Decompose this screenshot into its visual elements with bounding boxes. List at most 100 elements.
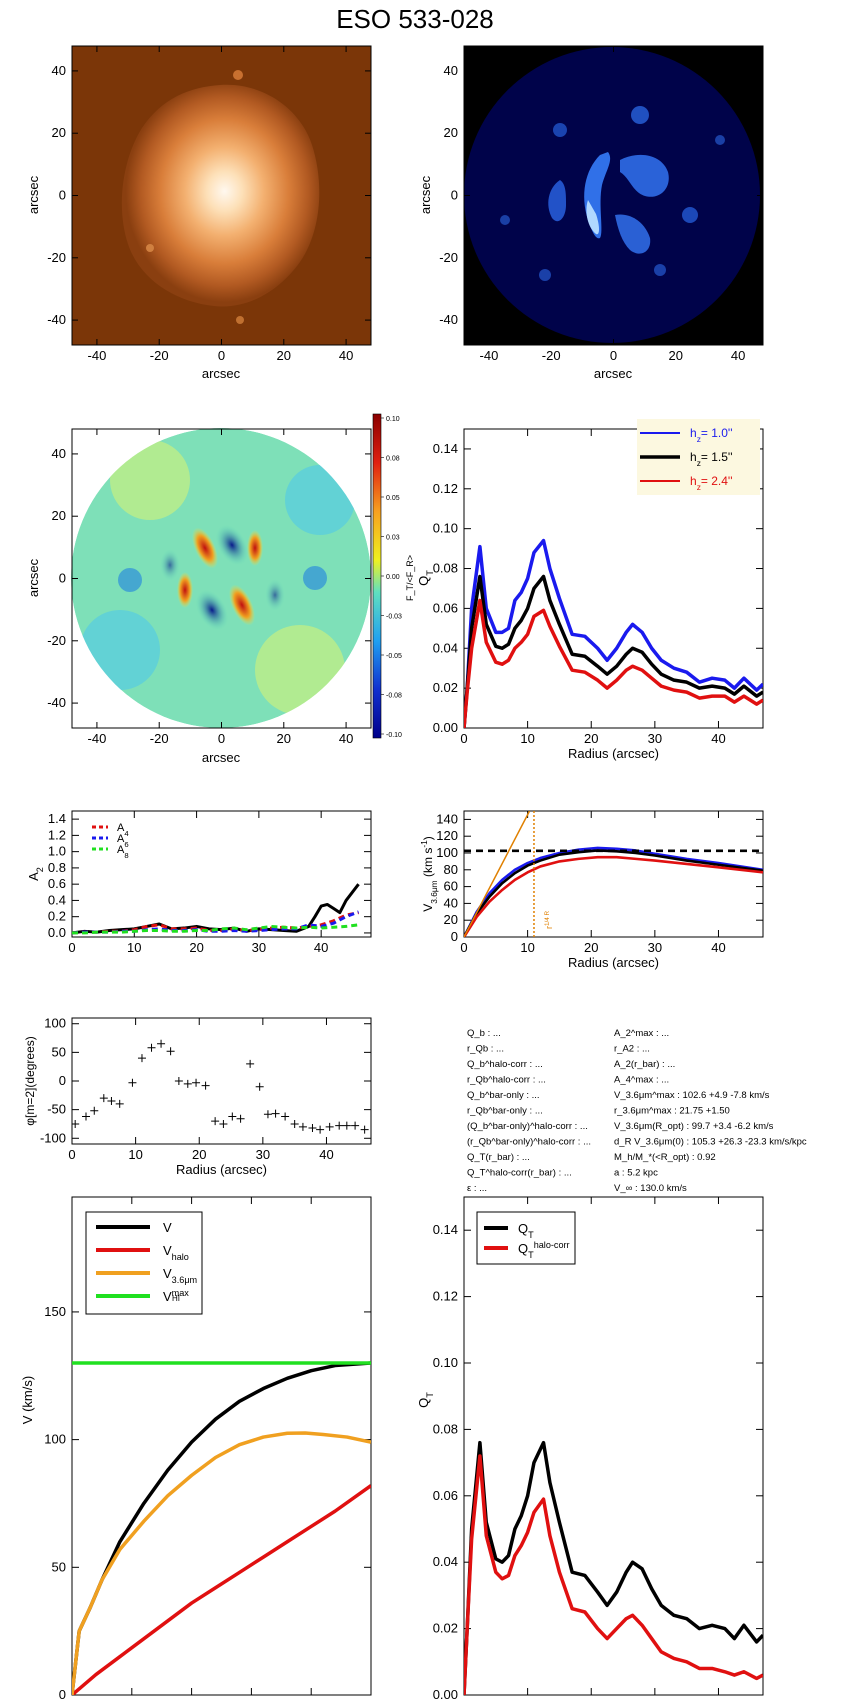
y-axis-label: V (km/s) [20, 1376, 35, 1424]
label-part: T [425, 570, 435, 576]
panel-residual-image: -40 -40 -20 -20 0 0 20 20 40 40 arcsec arcsec [418, 45, 764, 381]
galaxy-xlabel: arcsec [202, 366, 241, 381]
data-point [99, 1094, 108, 1103]
data-point [342, 1121, 351, 1130]
data-point [192, 1078, 201, 1087]
data-point [81, 1112, 90, 1121]
info-right-line: V_3.6μm(R_opt) : 99.7 +3.4 -6.2 km/s [614, 1121, 774, 1132]
y-tick-label: 40 [444, 63, 458, 78]
info-right-column: A_2^max : ... r_A2 : ... A_2(r_bar) : ... A… [614, 1028, 807, 1194]
plot-area [464, 1440, 763, 1695]
info-left-column: Q_b : ... r_Qb : ... Q_b^halo-corr : ... r_… [467, 1028, 591, 1194]
data-point [271, 1109, 280, 1118]
plot-area [72, 883, 360, 935]
galaxy-ylabel: arcsec [26, 175, 41, 214]
y-tick-label: 0.08 [433, 1421, 458, 1436]
info-right-line: d_R V_3.6μm(0) : 105.3 +26.3 -23.3 km/s/… [614, 1137, 807, 1148]
label-part: V [421, 904, 435, 912]
chart-vdecomp: 05101520050100150Radius (arcsec)V (km/s)… [20, 1196, 372, 1700]
galaxy-knot [236, 316, 244, 324]
galaxy-axes: -40 -40 -20 -20 0 0 20 20 40 40 [47, 46, 371, 363]
y-tick-label: 0.6 [48, 876, 66, 891]
x-tick-label: 20 [584, 1698, 598, 1700]
galaxy-disk [121, 84, 320, 307]
y-tick-label: 120 [436, 828, 458, 843]
y-tick-label: 0.00 [433, 720, 458, 735]
y-tick-label: 0 [451, 929, 458, 944]
x-tick-label: -20 [542, 348, 561, 363]
x-tick-label: 40 [319, 1147, 333, 1162]
torque-map-axes: -40 -40 -20 -20 0 0 20 20 40 40 [47, 429, 371, 746]
x-tick-label: 40 [339, 731, 353, 746]
data-point [298, 1122, 307, 1131]
y-tick-label: 140 [436, 811, 458, 826]
chart-a2: 0 10 20 30 400.00.20.40.60.81.01.21.4A2A4A6A… [26, 810, 372, 955]
x-axis-label: Radius (arcsec) [568, 955, 659, 970]
residual-knot [682, 207, 698, 223]
info-left-line: r_Qb^halo-corr : ... [467, 1075, 546, 1086]
data-point [107, 1097, 116, 1106]
y-tick-label: 0.8 [48, 860, 66, 875]
x-tick-label: -40 [88, 348, 107, 363]
series-line [464, 598, 763, 728]
label-part: = 1.5'' [701, 450, 733, 464]
chart-qt-halo: 0 10 20 30 40 0.00 0.02 0.04 0.06 0.08 0.10 0.12 0.1… [416, 1196, 764, 1700]
label-part: V (km/s) [20, 1376, 35, 1424]
y-tick-label: 100 [44, 1432, 66, 1447]
torque-map-ylabel: arcsec [26, 558, 41, 597]
colorbar-tick-label: -0.05 [386, 653, 402, 660]
data-point [211, 1117, 220, 1126]
x-tick-label: 0 [68, 940, 75, 955]
y-tick-label: -40 [47, 695, 66, 710]
y-tick-label: 0.4 [48, 892, 66, 907]
chart-qt-hz: 0 10 20 30 40 0.00 0.02 0.04 0.06 0.08 0.10 0.12 0.1… [416, 419, 764, 761]
x-tick-label: 15 [244, 1698, 258, 1700]
legend: hz= 1.0''hz= 1.5''hz= 2.4'' [637, 419, 760, 495]
residual-knot [553, 123, 567, 137]
y-tick-label: 0.04 [433, 640, 458, 655]
x-tick-label: 5 [128, 1698, 135, 1700]
label-part: V [163, 1266, 172, 1281]
torque-map-xlabel: arcsec [202, 750, 241, 765]
data-point [183, 1079, 192, 1088]
label-part: 4 [124, 829, 129, 838]
label-part: 6 [124, 840, 128, 849]
label-part: 2 [35, 867, 45, 872]
y-tick-label: 0.06 [433, 600, 458, 615]
y-tick-label: 0.10 [433, 1355, 458, 1370]
x-tick-label: 0 [460, 940, 467, 955]
label-part: max [172, 1288, 190, 1298]
label-part: T [528, 1250, 534, 1260]
y-tick-label: 20 [52, 508, 66, 523]
x-tick-label: 0 [218, 348, 225, 363]
label-part: h [690, 450, 697, 464]
x-tick-label: 20 [584, 731, 598, 746]
label-part: Q [518, 1241, 528, 1256]
residual-knot [654, 264, 666, 276]
info-right-line: r_A2 : ... [614, 1044, 650, 1055]
x-axis-label: Radius (arcsec) [568, 746, 659, 761]
info-right-line: A_4^max : ... [614, 1075, 669, 1086]
label-part: 1/4 R [544, 911, 551, 927]
plot-frame [463, 1196, 764, 1696]
info-left-line: Q_b : ... [467, 1028, 501, 1039]
y-tick-label: 100 [44, 1016, 66, 1031]
residual-knot [539, 269, 551, 281]
colorbar-tick-label: 0.05 [386, 495, 400, 502]
y-tick-label: 40 [52, 446, 66, 461]
x-tick-label: 30 [252, 940, 266, 955]
x-tick-label: -40 [480, 348, 499, 363]
y-tick-label: 0.02 [433, 680, 458, 695]
series-line [72, 883, 360, 935]
x-tick-label: 0 [610, 348, 617, 363]
x-tick-label: 0 [460, 731, 467, 746]
residual-axes: -40 -40 -20 -20 0 0 20 20 40 40 [439, 46, 763, 363]
x-tick-label: 30 [256, 1147, 270, 1162]
residual-features [500, 106, 725, 281]
y-tick-label: -20 [439, 250, 458, 265]
data-point [325, 1122, 334, 1131]
info-right-line: M_h/M_*(<R_opt) : 0.92 [614, 1152, 716, 1163]
y-tick-label: 20 [444, 912, 458, 927]
series-line [72, 910, 360, 935]
